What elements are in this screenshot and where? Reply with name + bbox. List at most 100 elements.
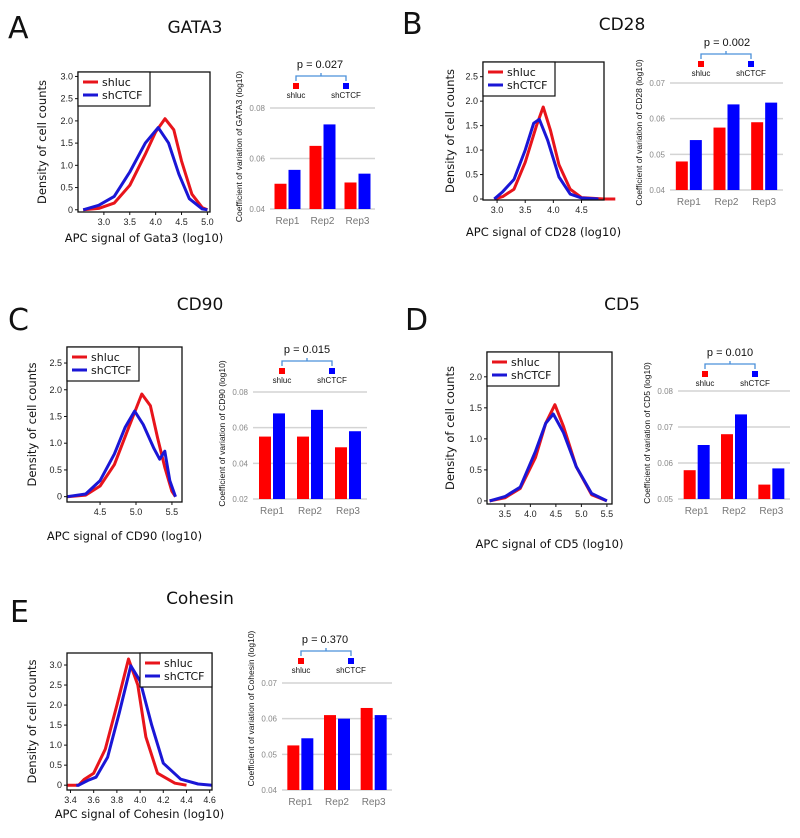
category-label: Rep2 bbox=[715, 197, 739, 208]
y-tick-label: 0.5 bbox=[60, 183, 73, 193]
bar-chart: 0.05 0.06 0.07 0.08 Rep1 Rep2 Rep3 Coefficient … bbox=[642, 347, 790, 517]
y-tick-label: 0.08 bbox=[657, 387, 673, 396]
y-tick-label: 1.5 bbox=[469, 403, 482, 413]
x-tick-label: 4.5 bbox=[94, 507, 107, 517]
bar-shluc-rep1 bbox=[683, 470, 696, 499]
bar-shctcf-rep2 bbox=[727, 104, 740, 190]
panel-title: CD90 bbox=[177, 295, 224, 315]
bar-shctcf-rep1 bbox=[301, 738, 314, 790]
density-line-shctcf bbox=[493, 117, 599, 201]
y-tick-label: 1.5 bbox=[49, 411, 62, 421]
marker-label: shCTCF bbox=[317, 376, 347, 385]
x-tick-label: 3.5 bbox=[499, 509, 512, 519]
marker-label: shluc bbox=[692, 69, 711, 78]
bar-shctcf-rep1 bbox=[689, 140, 702, 190]
y-tick-label: 0.07 bbox=[649, 79, 665, 88]
legend-box bbox=[66, 346, 140, 382]
category-label: Rep3 bbox=[362, 797, 386, 808]
y-tick-label: 1.5 bbox=[60, 138, 73, 148]
y-axis-label: Coefficient of variation of GATA3 (log10… bbox=[234, 71, 244, 222]
panel-letter: D bbox=[405, 303, 428, 338]
bar-shctcf-rep2 bbox=[323, 124, 336, 209]
y-axis-label: Coefficient of variation of CD5 (log10) bbox=[642, 362, 652, 504]
x-tick-label: 4.0 bbox=[524, 509, 537, 519]
density-line-shluc bbox=[66, 392, 177, 499]
marker-label: shluc bbox=[696, 379, 715, 388]
bar-shctcf-rep1 bbox=[273, 413, 285, 499]
y-tick-label: 2.0 bbox=[49, 700, 62, 710]
legend-label: shCTCF bbox=[507, 79, 547, 92]
marker-label: shluc bbox=[273, 376, 292, 385]
legend-label: shluc bbox=[164, 657, 193, 670]
panel-c: C CD90 4.5 5.0 5.5 0 0.5 1.0 1.5 2.0 2.5 APC signal… bbox=[8, 295, 367, 543]
marker-label: shCTCF bbox=[331, 91, 361, 100]
p-value: p = 0.370 bbox=[302, 634, 348, 646]
p-value: p = 0.010 bbox=[707, 347, 753, 359]
panel-letter: A bbox=[8, 11, 29, 46]
p-value: p = 0.015 bbox=[284, 344, 330, 356]
y-tick-label: 0 bbox=[68, 205, 73, 215]
bar-shctcf-rep1 bbox=[697, 445, 710, 499]
category-label: Rep1 bbox=[260, 506, 284, 517]
y-axis-label: Coefficient of variation of CD28 (log10) bbox=[634, 59, 644, 205]
x-axis-label: APC signal of Gata3 (log10) bbox=[65, 231, 224, 245]
y-tick-label: 3.0 bbox=[49, 660, 62, 670]
x-tick-label: 4.5 bbox=[175, 217, 188, 227]
category-label: Rep1 bbox=[677, 197, 701, 208]
bar-shluc-rep2 bbox=[713, 127, 726, 190]
y-tick-label: 0.08 bbox=[232, 388, 248, 397]
y-axis-label: Density of cell counts bbox=[443, 366, 457, 490]
bar-shluc-rep1 bbox=[675, 161, 688, 190]
y-axis-label: Density of cell counts bbox=[25, 659, 39, 783]
y-tick-label: 0.02 bbox=[232, 495, 248, 504]
density-plot: 4.5 5.0 5.5 0 0.5 1.0 1.5 2.0 2.5 APC signal of C… bbox=[25, 346, 202, 543]
legend-label: shluc bbox=[91, 351, 120, 364]
marker-label: shluc bbox=[292, 666, 311, 675]
marker-shluc bbox=[279, 368, 285, 374]
legend-box bbox=[77, 71, 151, 107]
density-line-shluc bbox=[67, 657, 187, 787]
density-plot: 3.5 4.0 4.5 5.0 5.5 0 0.5 1.0 1.5 2.0 APC signal o… bbox=[443, 351, 623, 551]
marker-shctcf bbox=[752, 371, 758, 377]
legend-label: shCTCF bbox=[91, 364, 131, 377]
y-tick-label: 0.07 bbox=[261, 679, 277, 688]
marker-label: shCTCF bbox=[740, 379, 770, 388]
y-tick-label: 0.04 bbox=[232, 459, 248, 468]
panel-letter: E bbox=[10, 595, 29, 630]
marker-shctcf bbox=[348, 658, 354, 664]
significance-bracket bbox=[281, 358, 333, 366]
density-plot: 3.0 3.5 4.0 4.5 0 0.5 1.0 1.5 2.0 2.5 APC signal o… bbox=[443, 61, 621, 239]
bar-shluc-rep2 bbox=[324, 715, 336, 790]
marker-shctcf bbox=[329, 368, 335, 374]
category-label: Rep1 bbox=[276, 216, 300, 227]
density-line-shctcf bbox=[76, 664, 213, 787]
density-line-shctcf bbox=[82, 126, 208, 212]
category-label: Rep3 bbox=[336, 506, 360, 517]
significance-bracket bbox=[704, 361, 756, 369]
y-tick-label: 3.0 bbox=[60, 71, 73, 81]
legend-box bbox=[139, 652, 213, 688]
bar-shctcf-rep3 bbox=[765, 102, 778, 190]
density-plot: 3.0 3.5 4.0 4.5 5.0 0 0.5 1.0 1.5 2.0 2.5 3.0 APC si… bbox=[35, 71, 223, 245]
p-value: p = 0.002 bbox=[704, 37, 750, 49]
x-tick-label: 4.5 bbox=[575, 205, 588, 215]
x-tick-label: 3.0 bbox=[491, 205, 504, 215]
panel-letter: C bbox=[8, 303, 29, 338]
bar-shluc-rep3 bbox=[751, 122, 764, 190]
x-tick-label: 4.5 bbox=[550, 509, 563, 519]
category-label: Rep2 bbox=[325, 797, 349, 808]
category-label: Rep3 bbox=[346, 216, 370, 227]
x-tick-label: 5.0 bbox=[575, 509, 588, 519]
y-tick-label: 0.08 bbox=[249, 104, 265, 113]
marker-shctcf bbox=[748, 61, 754, 67]
y-tick-label: 0 bbox=[57, 780, 62, 790]
y-tick-label: 2.0 bbox=[469, 372, 482, 382]
y-tick-label: 1.0 bbox=[469, 434, 482, 444]
y-tick-label: 2.5 bbox=[465, 72, 478, 82]
legend-box bbox=[486, 351, 560, 387]
